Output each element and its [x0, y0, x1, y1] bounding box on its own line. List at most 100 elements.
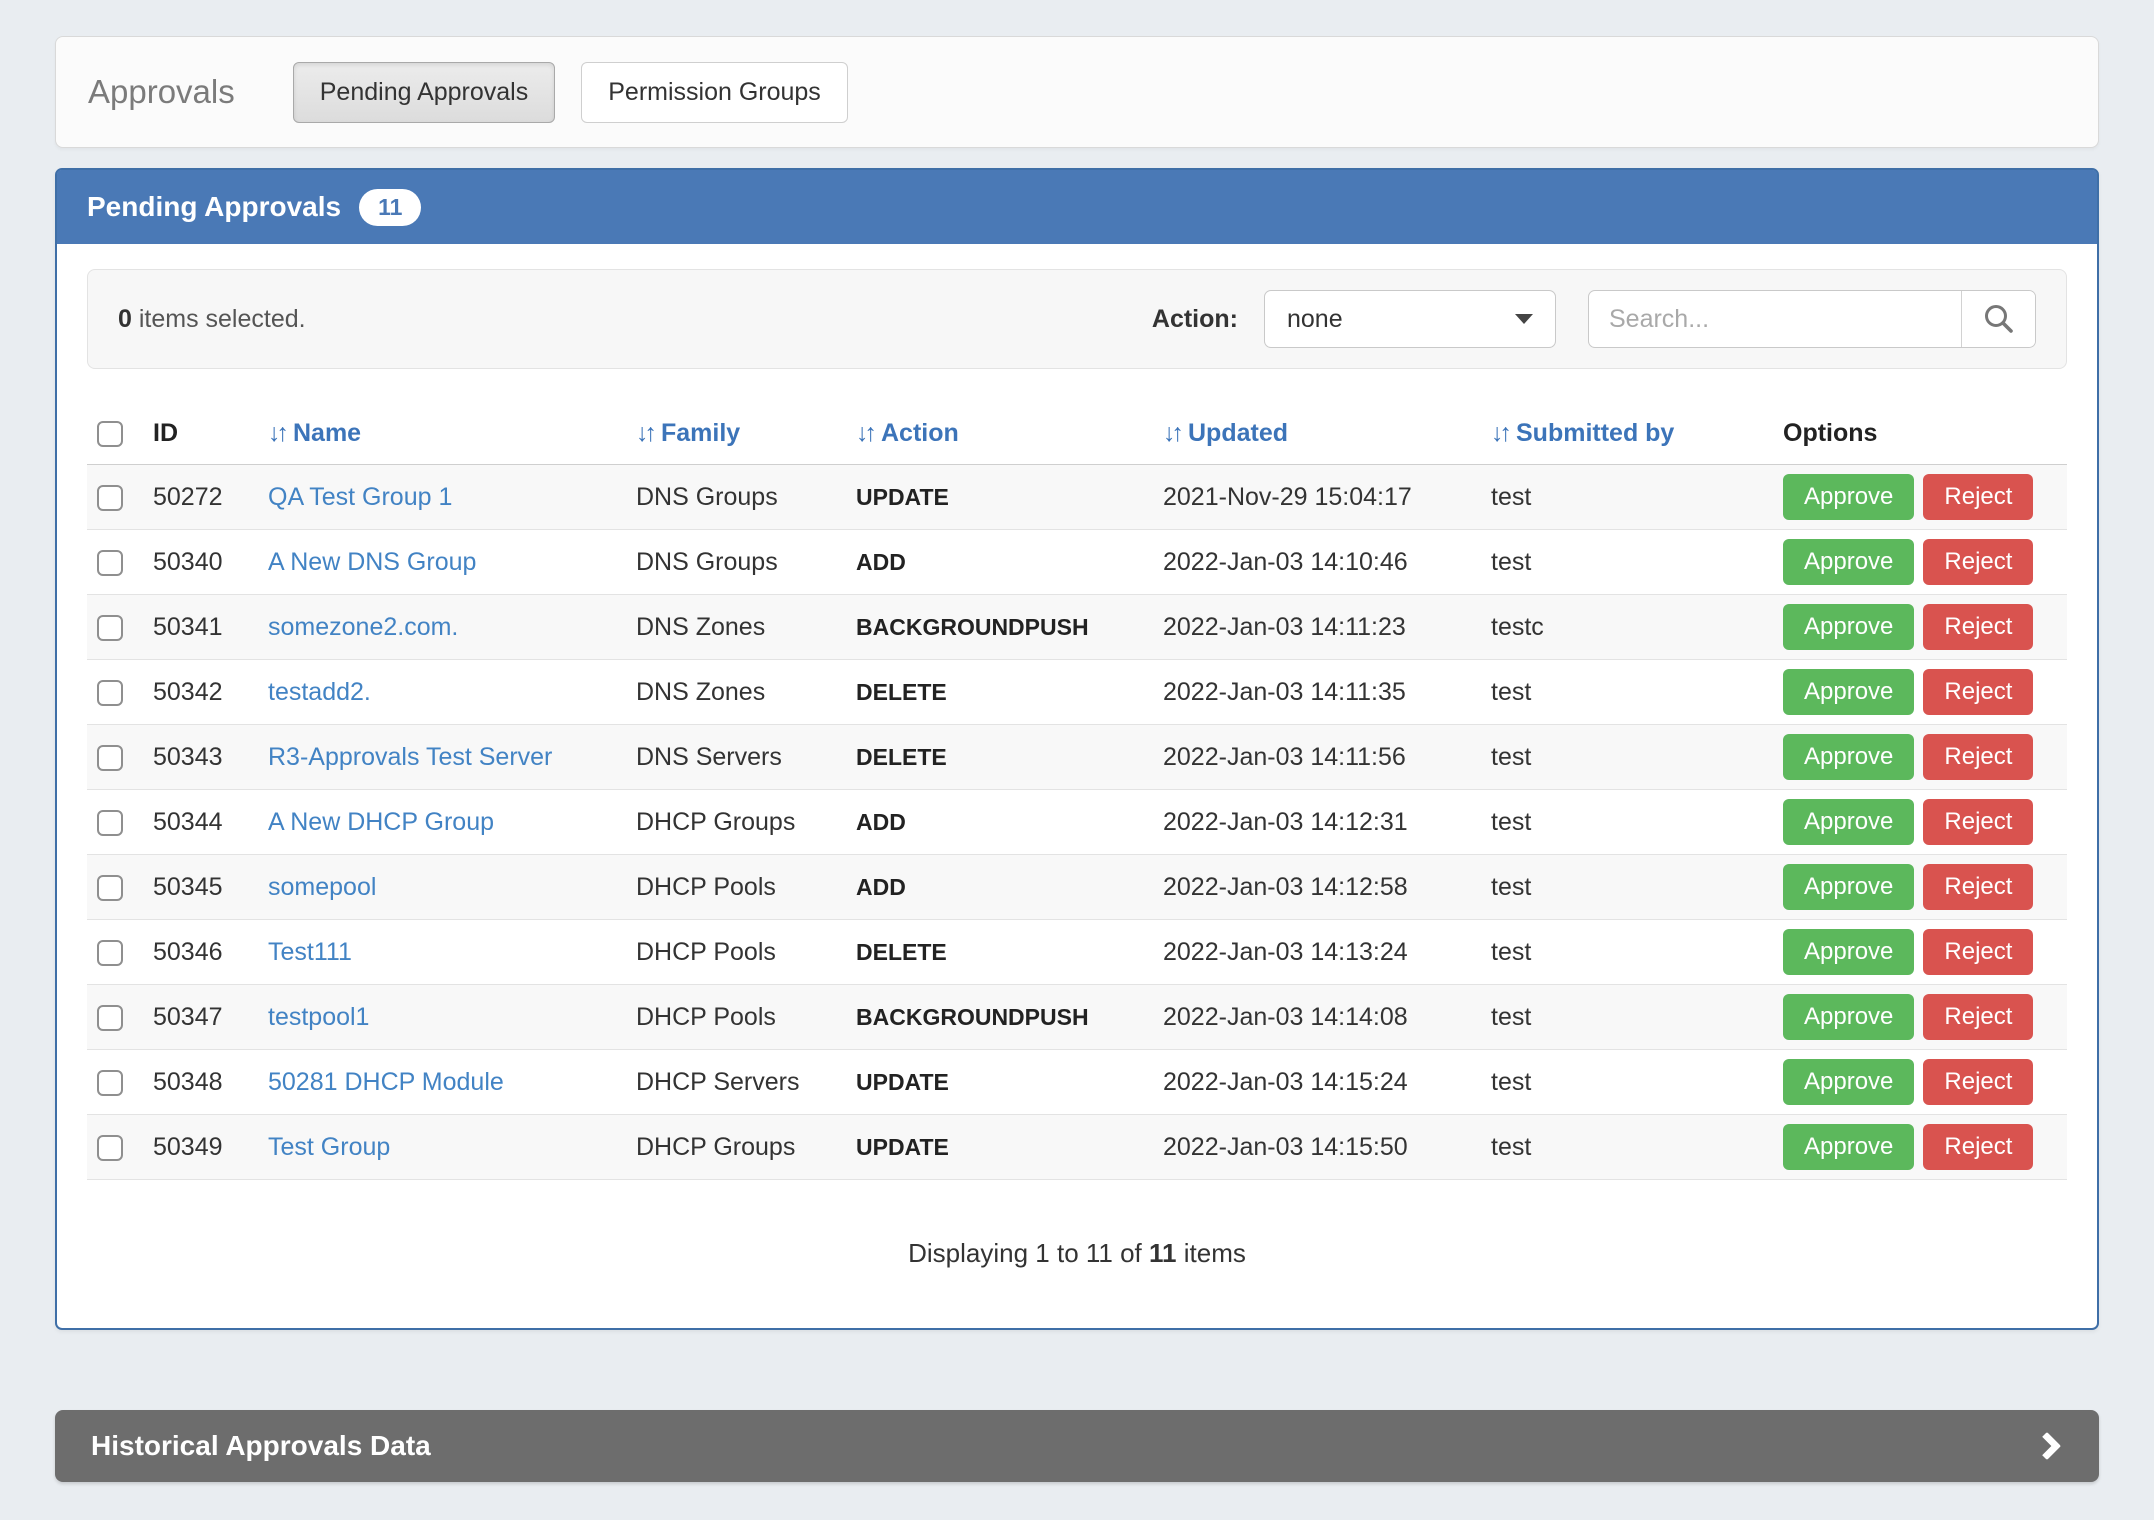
name-link[interactable]: testpool1 [268, 1002, 370, 1031]
action-cell: ADD [846, 854, 1153, 920]
name-link[interactable]: QA Test Group 1 [268, 482, 453, 511]
action-cell: DELETE [846, 919, 1153, 985]
submitted-by-cell: test [1481, 529, 1773, 595]
row-checkbox[interactable] [97, 939, 123, 966]
reject-button[interactable]: Reject [1923, 994, 2034, 1040]
approve-button[interactable]: Approve [1783, 734, 1915, 780]
reject-button[interactable]: Reject [1923, 474, 2034, 520]
reject-button[interactable]: Reject [1923, 1059, 2034, 1105]
approve-button[interactable]: Approve [1783, 1059, 1915, 1105]
reject-button[interactable]: Reject [1923, 929, 2034, 975]
submitted-by-cell: test [1481, 984, 1773, 1050]
approve-button[interactable]: Approve [1783, 799, 1915, 845]
options-cell: Approve Reject [1773, 1114, 2067, 1180]
name-link[interactable]: Test111 [268, 937, 352, 966]
name-link[interactable]: A New DNS Group [268, 547, 477, 576]
updated-cell: 2022-Jan-03 14:10:46 [1153, 529, 1481, 595]
approve-button[interactable]: Approve [1783, 1124, 1915, 1170]
column-header-updated[interactable]: ↓↑ Updated [1153, 405, 1481, 465]
submitted-by-cell: test [1481, 854, 1773, 920]
reject-button[interactable]: Reject [1923, 734, 2034, 780]
table-row: 50342 testadd2. DNS Zones DELETE 2022-Jan-03… [87, 659, 2067, 725]
action-value: DELETE [856, 938, 947, 965]
row-select-cell [87, 659, 143, 725]
action-select-value: none [1287, 304, 1343, 333]
search-input[interactable] [1589, 291, 1961, 347]
sort-icon: ↓↑ [268, 419, 289, 447]
row-checkbox[interactable] [97, 744, 123, 771]
column-header-submitted-by[interactable]: ↓↑ Submitted by [1481, 405, 1773, 465]
reject-button[interactable]: Reject [1923, 1124, 2034, 1170]
column-header-options: Options [1773, 405, 2067, 465]
row-checkbox[interactable] [97, 1069, 123, 1096]
reject-button[interactable]: Reject [1923, 864, 2034, 910]
family-cell: DHCP Servers [626, 1049, 846, 1115]
select-all-checkbox[interactable] [97, 421, 123, 448]
column-header-action[interactable]: ↓↑ Action [846, 405, 1153, 465]
name-link[interactable]: somezone2.com. [268, 612, 459, 641]
row-checkbox[interactable] [97, 549, 123, 576]
action-cell: DELETE [846, 659, 1153, 725]
id-cell: 50347 [143, 984, 258, 1050]
row-checkbox[interactable] [97, 1134, 123, 1161]
options-cell: Approve Reject [1773, 464, 2067, 530]
chevron-right-icon [2032, 1431, 2062, 1461]
action-value: DELETE [856, 678, 947, 705]
submitted-by-value: test [1491, 807, 1532, 836]
approve-button[interactable]: Approve [1783, 864, 1915, 910]
updated-cell: 2022-Jan-03 14:13:24 [1153, 919, 1481, 985]
row-select-cell [87, 724, 143, 790]
approvals-table: ID ↓↑ Name ↓↑ Family ↓↑ Action ↓↑ Updated ↓↑… [87, 405, 2067, 1180]
row-checkbox[interactable] [97, 484, 123, 511]
approve-button[interactable]: Approve [1783, 539, 1915, 585]
name-link[interactable]: somepool [268, 872, 377, 901]
selected-count: 0 [118, 304, 132, 333]
approve-button[interactable]: Approve [1783, 994, 1915, 1040]
submitted-by-cell: test [1481, 919, 1773, 985]
id-cell: 50345 [143, 854, 258, 920]
approve-button[interactable]: Approve [1783, 669, 1915, 715]
tab-permission-groups[interactable]: Permission Groups [581, 61, 848, 123]
historical-approvals-bar[interactable]: Historical Approvals Data [55, 1410, 2099, 1482]
row-checkbox[interactable] [97, 614, 123, 641]
updated-cell: 2022-Jan-03 14:15:24 [1153, 1049, 1481, 1115]
family-cell: DHCP Pools [626, 984, 846, 1050]
reject-button[interactable]: Reject [1923, 799, 2034, 845]
search-button[interactable] [1961, 291, 2035, 347]
column-header-family[interactable]: ↓↑ Family [626, 405, 846, 465]
approve-button[interactable]: Approve [1783, 474, 1915, 520]
name-link[interactable]: 50281 DHCP Module [268, 1067, 504, 1096]
name-cell: 50281 DHCP Module [258, 1049, 626, 1115]
options-cell: Approve Reject [1773, 789, 2067, 855]
action-cell: ADD [846, 529, 1153, 595]
submitted-by-value: test [1491, 482, 1532, 511]
reject-button[interactable]: Reject [1923, 604, 2034, 650]
family-cell: DNS Zones [626, 659, 846, 725]
row-checkbox[interactable] [97, 809, 123, 836]
row-checkbox[interactable] [97, 679, 123, 706]
approve-button[interactable]: Approve [1783, 604, 1915, 650]
sort-icon: ↓↑ [636, 419, 657, 447]
table-row: 50349 Test Group DHCP Groups UPDATE 2022-Jan… [87, 1114, 2067, 1180]
name-link[interactable]: A New DHCP Group [268, 807, 495, 836]
top-toolbar: Approvals Pending Approvals Permission G… [55, 36, 2099, 148]
options-cell: Approve Reject [1773, 919, 2067, 985]
name-link[interactable]: R3-Approvals Test Server [268, 742, 553, 771]
action-select[interactable]: none [1264, 290, 1556, 348]
approve-button[interactable]: Approve [1783, 929, 1915, 975]
row-checkbox[interactable] [97, 1004, 123, 1031]
row-checkbox[interactable] [97, 874, 123, 901]
name-link[interactable]: Test Group [268, 1132, 391, 1161]
submitted-by-value: test [1491, 547, 1532, 576]
reject-button[interactable]: Reject [1923, 539, 2034, 585]
reject-button[interactable]: Reject [1923, 669, 2034, 715]
column-header-name[interactable]: ↓↑ Name [258, 405, 626, 465]
updated-cell: 2022-Jan-03 14:14:08 [1153, 984, 1481, 1050]
row-select-cell [87, 984, 143, 1050]
family-cell: DHCP Groups [626, 789, 846, 855]
options-cell: Approve Reject [1773, 594, 2067, 660]
table-header-row: ID ↓↑ Name ↓↑ Family ↓↑ Action ↓↑ Updated ↓↑… [87, 405, 2067, 465]
name-cell: testpool1 [258, 984, 626, 1050]
name-link[interactable]: testadd2. [268, 677, 371, 706]
tab-pending-approvals[interactable]: Pending Approvals [292, 61, 556, 123]
